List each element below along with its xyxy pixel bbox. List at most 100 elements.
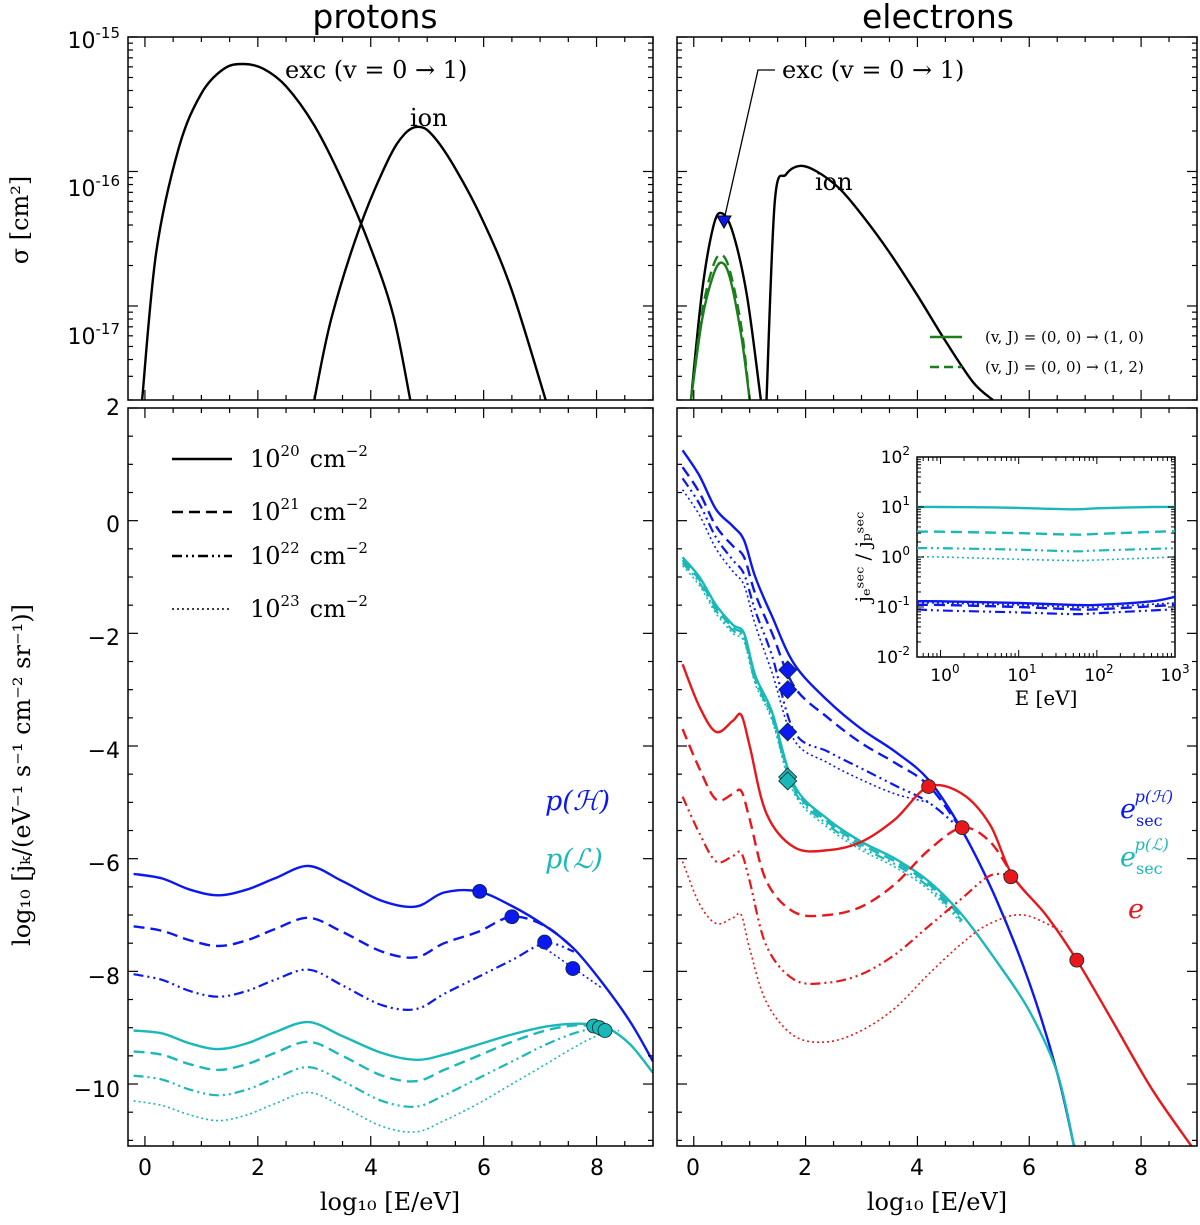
series-line — [917, 595, 1175, 607]
series-group — [689, 164, 994, 400]
series-line — [681, 489, 929, 804]
ylabel-top: σ [cm²] — [6, 176, 34, 265]
species-label-eH: esecp(ℋ) — [1120, 787, 1173, 830]
circle-marker — [1069, 952, 1085, 968]
annotation-exc-right: exc (v = 0 → 1) — [782, 56, 964, 84]
series-line — [765, 164, 994, 400]
annotation-ion-left: ion — [410, 104, 448, 132]
legend-entry: 1021 cm−2 — [250, 495, 368, 526]
bottom-ytick-label: −6 — [88, 852, 120, 877]
annotation-exc-left: exc (v = 0 → 1) — [285, 56, 467, 84]
series-line — [689, 253, 751, 400]
inset-xtick-label: 100 — [930, 662, 959, 686]
species-label-pH: p(ℋ) — [545, 786, 610, 817]
series-line — [681, 449, 1076, 1146]
series-line — [133, 1029, 620, 1133]
top-ytick-label: 10-16 — [68, 172, 121, 202]
inset-xlabel: E [eV] — [1015, 686, 1078, 710]
circle-marker — [504, 909, 520, 925]
series-line — [545, 948, 603, 989]
inset-ytick-label: 10-1 — [876, 594, 910, 618]
series-line — [133, 1023, 597, 1083]
inset-ytick-label: 100 — [881, 544, 910, 568]
inset-ticks — [916, 456, 1175, 658]
xtick-label-left: 8 — [590, 1156, 604, 1181]
series-line — [133, 915, 575, 959]
inset-ytick-label: 10-2 — [876, 644, 910, 668]
panel-top-right-frame — [676, 36, 1198, 401]
diamond-marker — [778, 680, 798, 700]
bottom-ytick-label: −4 — [88, 739, 120, 764]
title-protons: protons — [312, 0, 437, 36]
xtick-label-right: 8 — [1134, 1156, 1148, 1181]
ylabel-bottom: log₁₀ [jₖ/(eV⁻¹ s⁻¹ cm⁻² sr⁻¹)] — [8, 604, 36, 946]
diamond-marker — [778, 722, 798, 742]
series-line — [681, 861, 1064, 1044]
series-line — [140, 62, 412, 400]
series-group — [140, 62, 547, 400]
series-line — [917, 602, 1175, 609]
diamond-marker — [778, 771, 798, 791]
series-line — [133, 864, 653, 1063]
small-legend-label: (v, J) = (0, 0) → (1, 0) — [985, 328, 1144, 346]
bottom-ytick-label: −8 — [88, 965, 120, 990]
series-line — [133, 1026, 597, 1108]
series-line — [681, 565, 963, 925]
xtick-label-left: 6 — [477, 1156, 491, 1181]
species-label-eL: esecp(ℒ) — [1120, 835, 1169, 878]
series-line — [917, 546, 1175, 553]
bottom-ytick-label: −10 — [74, 1078, 120, 1103]
xtick-label-left: 0 — [138, 1156, 152, 1181]
inset-xtick-label: 103 — [1160, 662, 1189, 686]
legend-entry: 1020 cm−2 — [250, 442, 368, 473]
series-line — [681, 728, 1014, 918]
series-line — [917, 505, 1175, 511]
bottom-ytick-label: −2 — [88, 626, 120, 651]
series-line — [681, 796, 1013, 985]
inset-ylabel: jₑˢᵉᶜ / jₚˢᵉᶜ — [851, 512, 875, 604]
inset-ytick-label: 102 — [881, 444, 910, 468]
series-group — [133, 864, 653, 1133]
inset-curves — [917, 505, 1175, 616]
ticks-layer — [128, 36, 1198, 1146]
bottom-ytick-label: 2 — [106, 396, 120, 421]
inset-xtick-label: 101 — [1007, 662, 1036, 686]
inset-frame — [916, 456, 1176, 658]
panel-bottom-left-frame — [127, 407, 654, 1147]
series-line — [917, 608, 1175, 616]
xtick-label-left: 4 — [364, 1156, 378, 1181]
panel-bottom-right-frame — [676, 407, 1198, 1147]
diamond-marker — [778, 660, 798, 680]
series-line — [133, 1020, 653, 1074]
series-line — [133, 942, 575, 1011]
circle-marker — [954, 820, 970, 836]
legend-entry: 1023 cm−2 — [250, 592, 368, 623]
series-line — [681, 562, 963, 922]
legend-entry: 1022 cm−2 — [250, 539, 368, 570]
circle-marker — [537, 934, 553, 950]
circle-marker — [1003, 869, 1019, 885]
top-ytick-label: 10-17 — [68, 320, 121, 350]
bottom-ytick-label: 0 — [106, 513, 120, 538]
panel-top-left-frame — [127, 36, 654, 401]
xtick-label-right: 0 — [686, 1156, 700, 1181]
xtick-label-right: 6 — [1022, 1156, 1036, 1181]
series-line — [681, 477, 963, 832]
species-label-pL: p(ℒ) — [545, 844, 603, 875]
circle-marker — [565, 961, 581, 976]
circle-marker — [472, 883, 488, 899]
annotation-arrow — [723, 69, 775, 221]
series-line — [917, 529, 1175, 536]
xtick-label-right: 4 — [910, 1156, 924, 1181]
annotation-arrowhead — [716, 215, 732, 229]
circle-marker — [597, 1023, 613, 1038]
series-line — [917, 556, 1175, 562]
series-line — [681, 559, 964, 919]
inset-ytick-label: 101 — [881, 494, 910, 518]
annotation-ion-right: ion — [815, 168, 853, 196]
title-electrons: electrons — [862, 0, 1014, 36]
series-line — [681, 466, 964, 832]
small-legend-label: (v, J) = (0, 0) → (1, 2) — [985, 358, 1144, 376]
xlabel-left: log₁₀ [E/eV] — [320, 1188, 460, 1216]
